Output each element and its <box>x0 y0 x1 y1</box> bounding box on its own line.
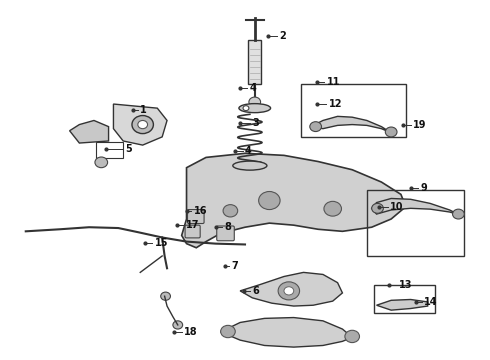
Circle shape <box>138 121 147 129</box>
Circle shape <box>161 292 171 300</box>
Text: 2: 2 <box>279 31 286 41</box>
Bar <box>301 84 406 137</box>
Polygon shape <box>220 318 352 347</box>
Bar <box>97 142 123 158</box>
Text: 17: 17 <box>186 220 199 230</box>
Polygon shape <box>376 300 428 310</box>
Circle shape <box>324 201 342 216</box>
Circle shape <box>345 330 360 343</box>
Text: 4: 4 <box>250 82 257 93</box>
Polygon shape <box>240 273 343 306</box>
Text: 14: 14 <box>424 297 438 307</box>
Text: 8: 8 <box>224 222 231 232</box>
Polygon shape <box>311 116 391 133</box>
Circle shape <box>278 282 299 300</box>
Circle shape <box>132 116 153 134</box>
Text: 10: 10 <box>390 202 404 212</box>
Circle shape <box>385 127 397 137</box>
Bar <box>374 285 435 314</box>
Text: 13: 13 <box>398 280 412 290</box>
Ellipse shape <box>239 104 270 113</box>
Polygon shape <box>372 198 460 215</box>
Text: 12: 12 <box>329 99 343 109</box>
Text: 16: 16 <box>194 206 207 216</box>
FancyBboxPatch shape <box>188 210 204 224</box>
Circle shape <box>173 321 183 329</box>
Ellipse shape <box>243 106 249 111</box>
Circle shape <box>259 192 280 210</box>
Text: 11: 11 <box>327 77 341 87</box>
Circle shape <box>284 287 294 295</box>
Polygon shape <box>114 104 167 145</box>
Text: 7: 7 <box>231 261 238 271</box>
Circle shape <box>372 203 383 213</box>
Circle shape <box>95 157 108 168</box>
Bar <box>248 40 261 84</box>
Polygon shape <box>70 121 109 143</box>
Text: 1: 1 <box>140 105 147 115</box>
Text: 6: 6 <box>252 286 259 296</box>
FancyBboxPatch shape <box>217 226 234 241</box>
Circle shape <box>223 204 238 217</box>
Text: 3: 3 <box>252 117 259 127</box>
Text: 15: 15 <box>155 238 169 248</box>
Text: 18: 18 <box>184 327 198 337</box>
Text: 19: 19 <box>413 120 427 130</box>
Circle shape <box>453 209 464 219</box>
Circle shape <box>249 97 261 107</box>
Text: 4: 4 <box>245 146 252 156</box>
Text: 9: 9 <box>420 183 427 193</box>
Circle shape <box>310 122 321 131</box>
Ellipse shape <box>233 161 267 170</box>
FancyBboxPatch shape <box>185 225 200 238</box>
Circle shape <box>220 325 235 338</box>
Text: 5: 5 <box>125 144 132 154</box>
Polygon shape <box>182 153 406 248</box>
Bar <box>367 190 464 256</box>
